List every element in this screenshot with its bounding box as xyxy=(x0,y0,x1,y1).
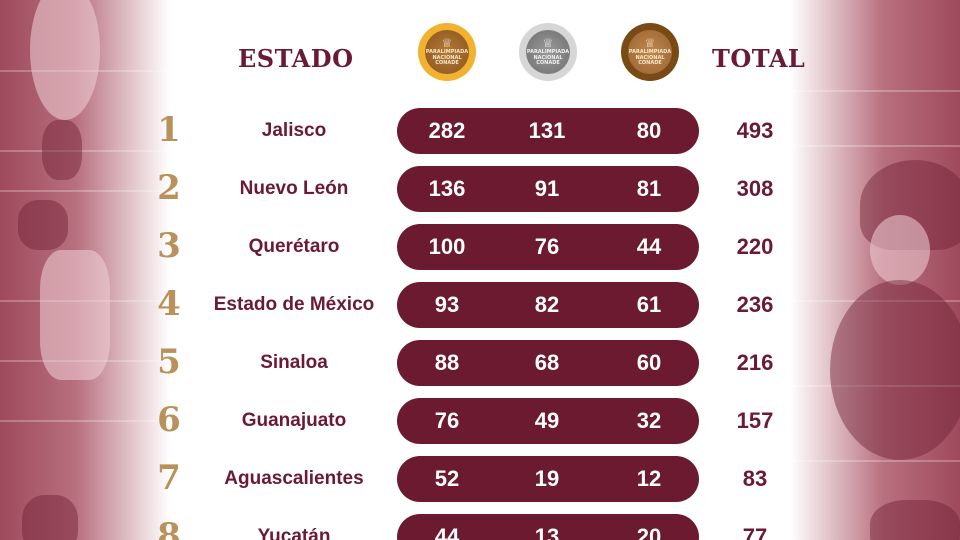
gold-count: 136 xyxy=(428,176,466,201)
bronze-count: 32 xyxy=(636,408,662,433)
bronze-count: 20 xyxy=(636,524,662,540)
total-count: 220 xyxy=(736,234,774,259)
state-name: Querétaro xyxy=(248,236,340,257)
bronze-count: 44 xyxy=(636,234,662,259)
medal-count-pill: 88 68 60 xyxy=(397,340,699,386)
total-count: 216 xyxy=(736,350,774,375)
silver-medal-icon: ♕ PARALIMPIADA NACIONAL CONADE xyxy=(519,23,577,81)
state-name: Nuevo León xyxy=(239,178,349,199)
silver-count: 91 xyxy=(534,176,560,201)
silver-count: 49 xyxy=(534,408,560,433)
medal-count-pill: 76 49 32 xyxy=(397,398,699,444)
gold-count: 100 xyxy=(428,234,466,259)
medal-count-pill: 52 19 12 xyxy=(397,456,699,502)
rank-number: 5 xyxy=(157,342,181,382)
bronze-count: 60 xyxy=(636,350,662,375)
table-row: 4 Estado de México 93 82 61 236 xyxy=(0,282,960,328)
table-row: 2 Nuevo León 136 91 81 308 xyxy=(0,166,960,212)
total-count: 236 xyxy=(736,292,774,317)
medal-count-pill: 136 91 81 xyxy=(397,166,699,212)
gold-count: 52 xyxy=(434,466,460,491)
right-cyclist-photo xyxy=(790,0,960,540)
table-row: 6 Guanajuato 76 49 32 157 xyxy=(0,398,960,444)
bronze-medal-icon: ♕ PARALIMPIADA NACIONAL CONADE xyxy=(621,23,679,81)
rank-number: 7 xyxy=(157,458,181,498)
rank-number: 2 xyxy=(157,168,181,208)
gold-count: 93 xyxy=(434,292,460,317)
table-row: 7 Aguascalientes 52 19 12 83 xyxy=(0,456,960,502)
table-row: 1 Jalisco 282 131 80 493 xyxy=(0,108,960,154)
silver-count: 68 xyxy=(534,350,560,375)
total-count: 77 xyxy=(742,524,768,540)
total-count: 493 xyxy=(736,118,774,143)
table-header: ESTADO ♕ PARALIMPIADA NACIONAL CONADE ♕ … xyxy=(0,23,960,90)
rank-number: 4 xyxy=(157,284,181,324)
gold-count: 282 xyxy=(428,118,466,143)
total-column-header: TOTAL xyxy=(712,44,806,73)
medal-count-pill: 100 76 44 xyxy=(397,224,699,270)
table-row: 5 Sinaloa 88 68 60 216 xyxy=(0,340,960,386)
medal-count-pill: 93 82 61 xyxy=(397,282,699,328)
rank-number: 6 xyxy=(157,400,181,440)
bronze-count: 61 xyxy=(636,292,662,317)
gold-medal-label: PARALIMPIADA NACIONAL CONADE xyxy=(425,49,469,67)
state-name: Sinaloa xyxy=(260,352,328,373)
torch-icon: ♕ xyxy=(441,36,453,51)
gold-count: 44 xyxy=(434,524,460,540)
state-name: Guanajuato xyxy=(241,410,347,431)
table-row: 8 Yucatán 44 13 20 77 xyxy=(0,514,960,540)
gold-count: 76 xyxy=(434,408,460,433)
rank-number: 8 xyxy=(157,516,181,540)
medal-count-pill: 44 13 20 xyxy=(397,514,699,540)
gold-medal-icon: ♕ PARALIMPIADA NACIONAL CONADE xyxy=(418,23,476,81)
silver-count: 19 xyxy=(534,466,560,491)
bronze-count: 80 xyxy=(636,118,662,143)
bronze-count: 12 xyxy=(636,466,662,491)
table-row: 3 Querétaro 100 76 44 220 xyxy=(0,224,960,270)
torch-icon: ♕ xyxy=(542,36,554,51)
bronze-medal-label: PARALIMPIADA NACIONAL CONADE xyxy=(628,49,672,67)
total-count: 157 xyxy=(736,408,774,433)
state-name: Estado de México xyxy=(213,294,375,315)
medal-count-pill: 282 131 80 xyxy=(397,108,699,154)
left-athlete-photo xyxy=(0,0,170,540)
silver-count: 131 xyxy=(528,118,566,143)
state-name: Jalisco xyxy=(261,120,327,141)
total-count: 308 xyxy=(736,176,774,201)
gold-count: 88 xyxy=(434,350,460,375)
silver-count: 13 xyxy=(534,524,560,540)
state-name: Yucatán xyxy=(257,526,331,540)
silver-count: 76 xyxy=(534,234,560,259)
rank-number: 3 xyxy=(157,226,181,266)
estado-column-header: ESTADO xyxy=(238,44,354,73)
total-count: 83 xyxy=(742,466,768,491)
silver-count: 82 xyxy=(534,292,560,317)
bronze-count: 81 xyxy=(636,176,662,201)
rank-number: 1 xyxy=(157,110,181,150)
torch-icon: ♕ xyxy=(644,36,656,51)
state-name: Aguascalientes xyxy=(224,468,364,489)
silver-medal-label: PARALIMPIADA NACIONAL CONADE xyxy=(526,49,570,67)
